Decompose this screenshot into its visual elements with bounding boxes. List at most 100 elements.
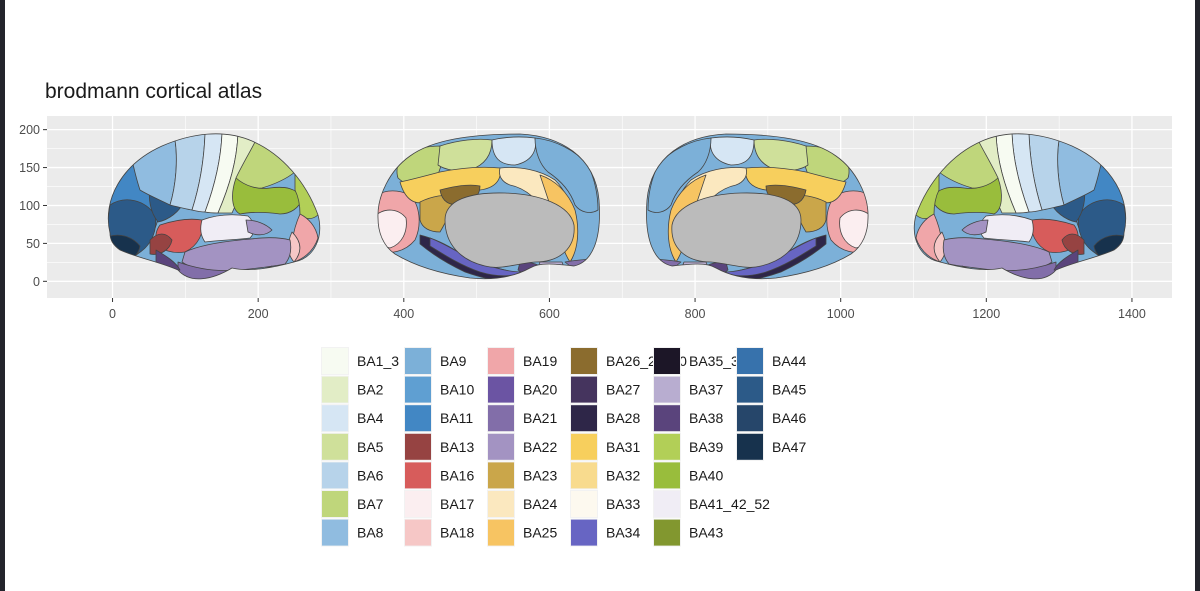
legend-label: BA37: [689, 382, 723, 398]
legend-label: BA43: [689, 525, 723, 541]
legend-swatch: [488, 462, 514, 489]
x-tick-label: 800: [685, 307, 706, 321]
chart-title: brodmann cortical atlas: [45, 80, 262, 103]
legend-swatch: [405, 519, 431, 546]
legend-swatch: [322, 519, 348, 546]
legend-item: BA19: [487, 347, 557, 375]
legend-label: BA44: [772, 353, 806, 369]
legend-swatch: [571, 348, 597, 374]
legend-swatch: [571, 462, 597, 489]
x-tick-label: 400: [393, 307, 414, 321]
legend-swatch: [405, 405, 431, 432]
legend-swatch: [322, 491, 348, 517]
axis-ticks: [43, 129, 1133, 302]
legend-swatch: [571, 491, 597, 517]
legend-label: BA35_36: [689, 353, 747, 369]
window-frame-right: [1195, 0, 1200, 591]
legend-item: BA45: [736, 375, 806, 404]
legend-label: BA47: [772, 439, 806, 455]
y-axis-tick-labels: 0 50 100 150 200: [19, 123, 40, 289]
legend-label: BA45: [772, 382, 806, 398]
legend-item: BA16: [404, 461, 474, 490]
legend-swatch: [654, 491, 680, 517]
legend-item: BA1_3: [321, 347, 399, 375]
window-frame-left: [0, 0, 5, 591]
x-tick-label: 1000: [827, 307, 855, 321]
legend-item: BA38: [653, 404, 723, 433]
legend-label: BA40: [689, 467, 723, 483]
legend-swatch: [488, 348, 514, 374]
legend-swatch: [488, 376, 514, 403]
legend-swatch: [654, 348, 680, 374]
legend-item: BA33: [570, 490, 640, 518]
legend-label: BA20: [523, 382, 557, 398]
legend-label: BA21: [523, 410, 557, 426]
legend-item: BA37: [653, 375, 723, 404]
legend-swatch: [654, 519, 680, 546]
legend-label: BA8: [357, 525, 384, 541]
legend-swatch: [571, 405, 597, 432]
legend-swatch: [322, 348, 348, 374]
legend-swatch: [737, 433, 763, 460]
legend-swatch: [488, 491, 514, 517]
legend-swatch: [322, 462, 348, 489]
legend-swatch: [322, 405, 348, 432]
legend-swatch: [654, 376, 680, 403]
legend-swatch: [654, 462, 680, 489]
legend-swatch: [654, 405, 680, 432]
y-tick-label: 200: [19, 123, 40, 137]
x-axis-tick-labels: 0 200 400 600 800 1000 1200 1400: [109, 307, 1146, 321]
legend-item: BA24: [487, 490, 557, 518]
x-tick-label: 1400: [1118, 307, 1146, 321]
legend-label: BA16: [440, 467, 474, 483]
legend-item: BA47: [736, 432, 806, 461]
legend-label: BA32: [606, 467, 640, 483]
legend-swatch: [737, 348, 763, 374]
legend-label: BA5: [357, 439, 384, 455]
legend-label: BA18: [440, 525, 474, 541]
legend-item: BA4: [321, 404, 384, 433]
legend-item: BA22: [487, 432, 557, 461]
legend-item: BA23: [487, 461, 557, 490]
x-tick-label: 200: [248, 307, 269, 321]
legend-label: BA38: [689, 410, 723, 426]
legend-swatch: [571, 433, 597, 460]
legend-swatch: [737, 405, 763, 432]
legend-item: BA2: [321, 375, 384, 404]
legend-item: BA8: [321, 518, 384, 547]
legend-label: BA41_42_52: [689, 496, 770, 512]
legend-item: BA10: [404, 375, 474, 404]
legend-item: BA21: [487, 404, 557, 433]
legend-item: BA35_36: [653, 347, 747, 375]
legend-label: BA13: [440, 439, 474, 455]
legend-label: BA27: [606, 382, 640, 398]
x-tick-label: 0: [109, 307, 116, 321]
legend-item: BA31: [570, 432, 640, 461]
legend-label: BA1_3: [357, 353, 399, 369]
legend-swatch: [488, 405, 514, 432]
legend-item: BA28: [570, 404, 640, 433]
x-tick-label: 1200: [972, 307, 1000, 321]
legend-swatch: [405, 376, 431, 403]
legend-label: BA33: [606, 496, 640, 512]
legend-label: BA11: [440, 410, 473, 426]
legend-label: BA17: [440, 496, 474, 512]
legend-label: BA9: [440, 353, 467, 369]
legend-item: BA39: [653, 432, 723, 461]
legend-swatch: [571, 376, 597, 403]
legend-label: BA39: [689, 439, 723, 455]
legend-item: BA9: [404, 347, 467, 375]
legend-item: BA7: [321, 490, 384, 518]
legend-item: BA46: [736, 404, 806, 433]
legend-label: BA25: [523, 525, 557, 541]
legend: BA1_3 BA2 BA4 BA5 BA6 BA7 BA8 BA9 BA10 BA11 BA13 BA…: [321, 347, 806, 547]
x-tick-label: 600: [539, 307, 560, 321]
legend-label: BA34: [606, 525, 640, 541]
legend-label: BA31: [606, 439, 640, 455]
legend-item: BA25: [487, 518, 557, 547]
legend-item: BA32: [570, 461, 640, 490]
legend-label: BA23: [523, 467, 557, 483]
legend-item: BA40: [653, 461, 723, 490]
legend-swatch: [405, 348, 431, 374]
legend-label: BA2: [357, 382, 384, 398]
